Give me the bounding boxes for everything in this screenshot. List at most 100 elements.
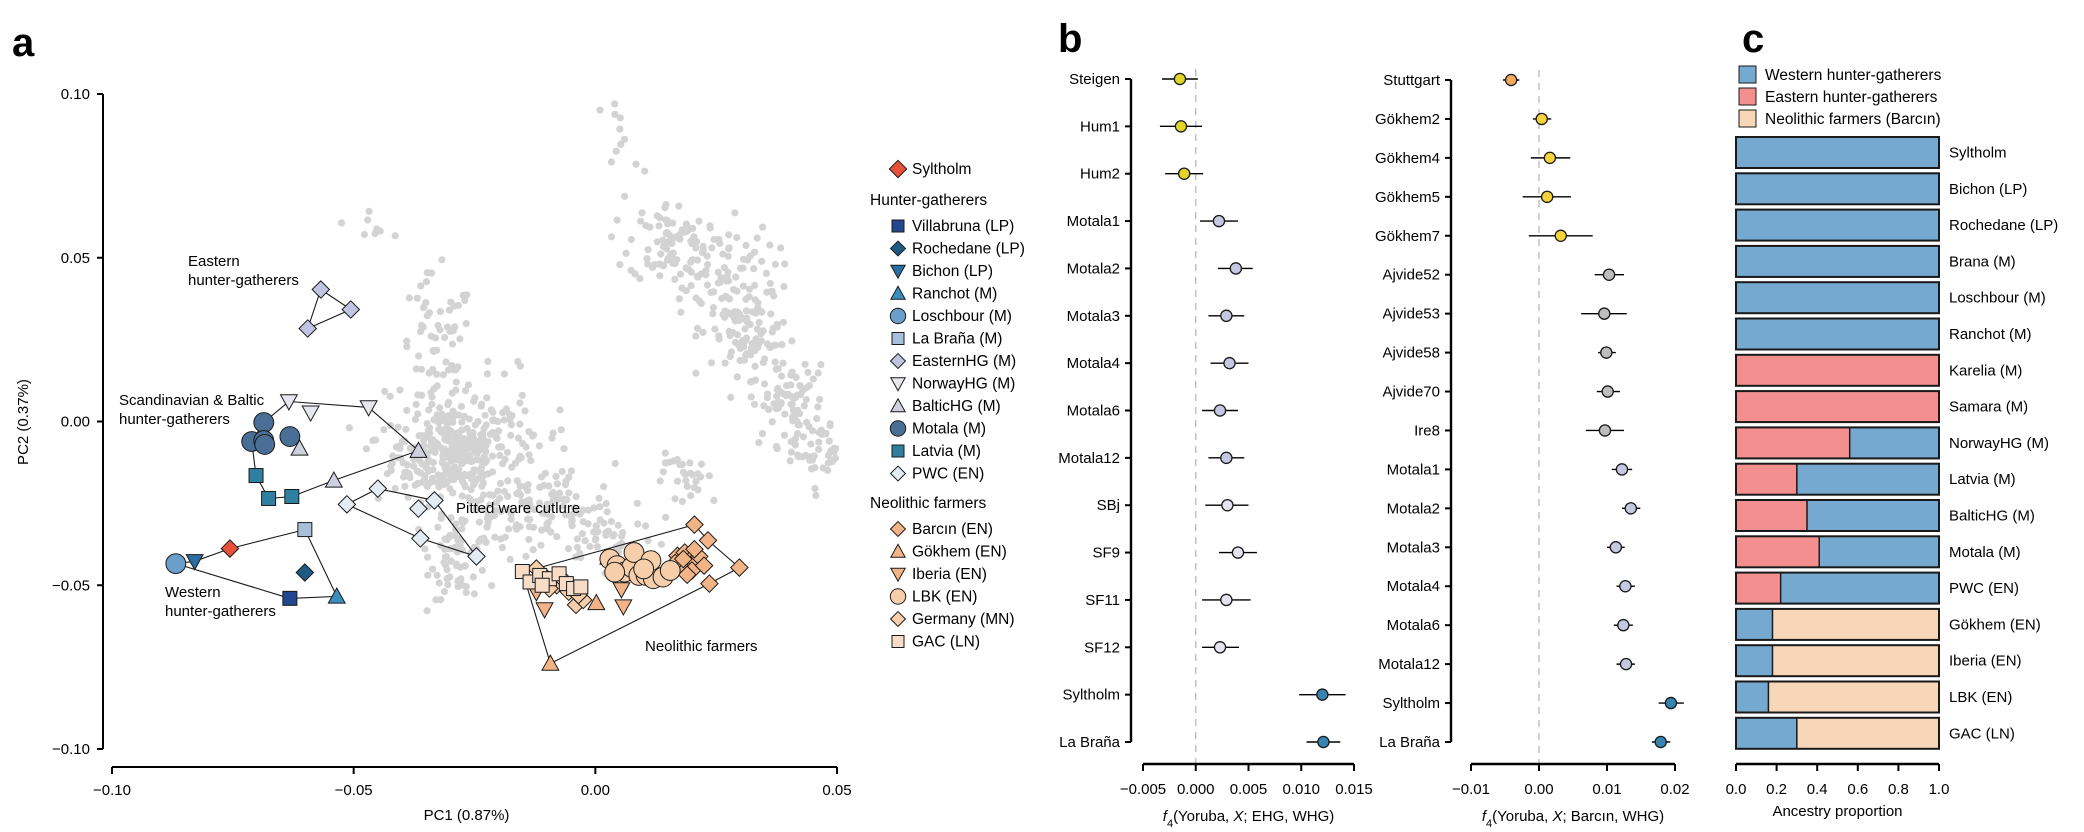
reference-point — [795, 421, 804, 429]
reference-point — [627, 235, 636, 244]
reference-point — [412, 400, 420, 408]
reference-point — [480, 506, 488, 514]
sample-point — [337, 494, 357, 514]
reference-point — [427, 332, 435, 340]
reference-point — [610, 531, 618, 539]
reference-point — [731, 209, 739, 217]
reference-point — [414, 410, 422, 418]
reference-point — [562, 511, 570, 519]
sample-point — [324, 471, 344, 488]
reference-point — [420, 478, 428, 486]
reference-point — [596, 106, 604, 114]
reference-point — [594, 528, 602, 536]
estimate-point — [1624, 502, 1638, 515]
reference-point — [687, 492, 695, 500]
reference-point — [442, 358, 450, 366]
bar-segment — [1735, 208, 1940, 242]
reference-point — [780, 283, 788, 291]
bar-label: Iberia (EN) — [1949, 653, 2022, 670]
reference-point — [787, 371, 795, 379]
legend-marker — [889, 264, 907, 280]
reference-point — [461, 296, 469, 304]
reference-point — [656, 260, 664, 268]
hull-label: Scandinavian & Baltic — [119, 392, 265, 409]
reference-point — [827, 447, 835, 455]
reference-point — [467, 497, 475, 505]
legend-label: PWC (EN) — [912, 466, 984, 483]
sample-point — [185, 554, 204, 571]
reference-point — [781, 260, 789, 268]
estimate-point — [1535, 112, 1548, 126]
x-tick-label: −0.10 — [93, 782, 131, 799]
reference-point — [557, 426, 565, 434]
reference-point — [417, 365, 426, 373]
reference-point — [581, 537, 589, 545]
reference-point — [778, 341, 786, 349]
reference-point — [673, 477, 682, 485]
reference-point — [452, 451, 460, 459]
reference-point — [428, 474, 437, 482]
reference-point — [477, 464, 486, 472]
reference-point — [428, 437, 436, 445]
reference-point — [814, 369, 822, 377]
bar-segment — [1796, 463, 1940, 496]
reference-point — [826, 422, 834, 430]
reference-point — [403, 461, 411, 469]
reference-point — [505, 525, 513, 533]
reference-point — [493, 434, 501, 442]
bar-label: Loschbour (M) — [1949, 290, 2046, 307]
reference-point — [741, 325, 749, 333]
sample-point — [410, 529, 430, 548]
reference-point — [456, 538, 464, 547]
bar-outline — [1735, 208, 1940, 242]
reference-point — [345, 424, 353, 432]
sample-point — [604, 561, 626, 583]
reference-point — [781, 410, 789, 418]
reference-point — [560, 445, 568, 453]
reference-point — [825, 437, 833, 445]
reference-point — [659, 468, 668, 476]
bar-outline — [1735, 136, 1940, 169]
reference-point — [676, 230, 684, 238]
legend-label: Western hunter-gatherers — [1765, 67, 1942, 84]
reference-point — [440, 558, 448, 566]
bar-segment — [1735, 390, 1940, 423]
reference-point — [425, 309, 434, 317]
reference-point — [553, 533, 561, 541]
reference-point — [798, 453, 807, 461]
reference-point — [483, 370, 491, 378]
hull-label: Western — [165, 584, 221, 601]
x-axis-title: f4(Yoruba, X; EHG, WHG) — [1163, 808, 1334, 830]
reference-point — [616, 261, 624, 269]
reference-point — [452, 378, 460, 386]
bar-segment — [1735, 354, 1940, 387]
reference-point — [507, 431, 515, 439]
legend-marker — [889, 610, 907, 628]
reference-point — [568, 510, 577, 518]
reference-point — [725, 295, 734, 303]
x-tick-label: −0.05 — [335, 782, 373, 799]
estimate-point — [1231, 546, 1245, 559]
reference-point — [461, 517, 469, 525]
sample-point — [253, 412, 275, 433]
reference-point — [804, 368, 812, 376]
bar-label: PWC (EN) — [1949, 580, 2019, 597]
reference-point — [491, 533, 499, 541]
reference-point — [696, 297, 704, 305]
bar-label: BalticHG (M) — [1949, 508, 2035, 525]
estimate-point — [1213, 404, 1227, 417]
x-axis-title-part: X — [1551, 808, 1563, 825]
reference-point — [692, 477, 700, 486]
reference-point — [401, 482, 409, 490]
sample-point — [673, 549, 693, 569]
reference-point — [663, 228, 671, 237]
reference-point — [495, 427, 503, 435]
reference-point — [549, 488, 557, 496]
reference-point — [745, 293, 753, 301]
reference-point — [478, 456, 486, 464]
reference-point — [611, 110, 619, 118]
legend-section-title: Hunter-gatherers — [870, 192, 987, 209]
reference-point — [518, 391, 526, 399]
row-label: Motala6 — [1067, 403, 1120, 420]
reference-point — [436, 326, 444, 334]
